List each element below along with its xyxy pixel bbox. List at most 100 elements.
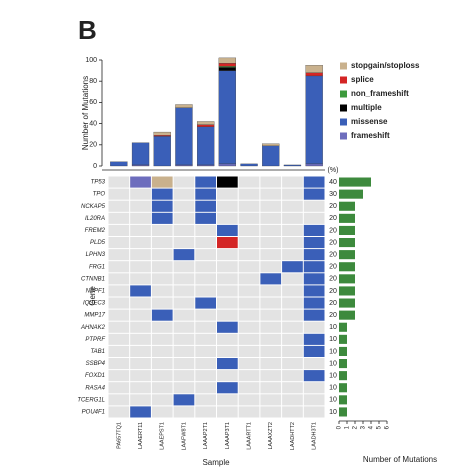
count-bar: [339, 395, 347, 405]
percent-label: 10: [329, 324, 337, 331]
percent-label: 20: [329, 288, 337, 295]
cell-background: [173, 188, 195, 200]
legend-label: splice: [351, 75, 374, 84]
cell-background: [130, 358, 151, 370]
cell-background: [238, 406, 260, 418]
cell-background: [108, 309, 130, 321]
gene-label: TCERG1L: [77, 397, 105, 403]
bar-segment: [175, 164, 193, 167]
count-tick-label: 1: [345, 425, 351, 429]
cell-background: [238, 370, 260, 382]
gene-label: IL20RA: [85, 216, 105, 222]
sample-label: PA657TQ1: [116, 422, 122, 449]
mutation-cell: [217, 358, 238, 370]
cell-background: [130, 394, 151, 406]
y-tick-label: 40: [89, 120, 97, 127]
cell-background: [260, 358, 282, 370]
cell-background: [282, 273, 303, 285]
cell-background: [217, 297, 238, 309]
cell-background: [130, 382, 151, 394]
cell-background: [260, 249, 282, 261]
sample-label: LAAFW8T1: [181, 422, 187, 450]
count-tick-label: 6: [385, 425, 391, 429]
bar-segment: [305, 72, 323, 77]
cell-background: [282, 188, 303, 200]
cell-background: [151, 370, 173, 382]
percent-label: 10: [329, 385, 337, 392]
bar-segment: [110, 161, 128, 167]
cell-background: [238, 273, 260, 285]
mutation-cell: [173, 249, 195, 261]
cell-background: [217, 394, 238, 406]
cell-background: [108, 382, 130, 394]
percent-label: 20: [329, 251, 337, 258]
bar-segment: [196, 126, 215, 166]
cell-background: [195, 333, 216, 345]
bar-segment: [153, 131, 171, 136]
cell-background: [195, 406, 216, 418]
mutation-cell: [303, 237, 325, 249]
cell-background: [173, 370, 195, 382]
gene-label: FRG1: [89, 264, 105, 270]
cell-background: [238, 237, 260, 249]
cell-background: [260, 370, 282, 382]
mutation-cell: [151, 309, 173, 321]
cell-background: [217, 188, 238, 200]
percent-label: 10: [329, 397, 337, 404]
gene-label: PLD5: [90, 240, 106, 246]
cell-background: [173, 237, 195, 249]
cell-background: [217, 273, 238, 285]
cell-background: [130, 212, 151, 224]
mutation-cell: [217, 237, 238, 249]
percent-label: 40: [329, 179, 337, 186]
cell-background: [130, 237, 151, 249]
mutation-cell: [303, 188, 325, 200]
mutation-cell: [151, 176, 173, 188]
cell-background: [173, 321, 195, 333]
count-bar: [339, 213, 355, 223]
cell-background: [260, 345, 282, 357]
bar-segment: [218, 70, 237, 165]
cell-background: [260, 394, 282, 406]
mutation-cell: [217, 382, 238, 394]
mutation-cell: [303, 261, 325, 273]
cell-background: [260, 176, 282, 188]
count-axis-label: Number of Mutations: [363, 455, 437, 464]
cell-background: [173, 273, 195, 285]
cell-background: [303, 406, 325, 418]
cell-background: [173, 309, 195, 321]
sample-label: LAADHTT2: [290, 422, 296, 450]
cell-background: [282, 200, 303, 212]
cell-background: [173, 285, 195, 297]
gene-label: RASA4: [85, 385, 105, 391]
cell-background: [173, 176, 195, 188]
cell-background: [108, 188, 130, 200]
cell-background: [238, 224, 260, 236]
gene-label: FREM2: [85, 228, 106, 234]
cell-background: [195, 382, 216, 394]
cell-background: [238, 297, 260, 309]
cell-background: [130, 345, 151, 357]
y-tick-label: 20: [89, 142, 97, 149]
cell-background: [238, 176, 260, 188]
cell-background: [238, 345, 260, 357]
mutation-cell: [195, 200, 216, 212]
cell-background: [173, 297, 195, 309]
cell-background: [217, 345, 238, 357]
cell-background: [151, 297, 173, 309]
gene-label: TPO: [93, 192, 106, 198]
mutation-cell: [303, 176, 325, 188]
sample-label: LAADH3T1: [312, 422, 318, 450]
legend-swatch: [340, 132, 347, 140]
cell-background: [282, 333, 303, 345]
cell-background: [108, 321, 130, 333]
cell-background: [238, 285, 260, 297]
cell-background: [238, 249, 260, 261]
bar-segment: [175, 107, 193, 166]
cell-background: [260, 309, 282, 321]
cell-background: [260, 321, 282, 333]
mutation-cell: [303, 249, 325, 261]
cell-background: [282, 297, 303, 309]
cell-background: [217, 406, 238, 418]
